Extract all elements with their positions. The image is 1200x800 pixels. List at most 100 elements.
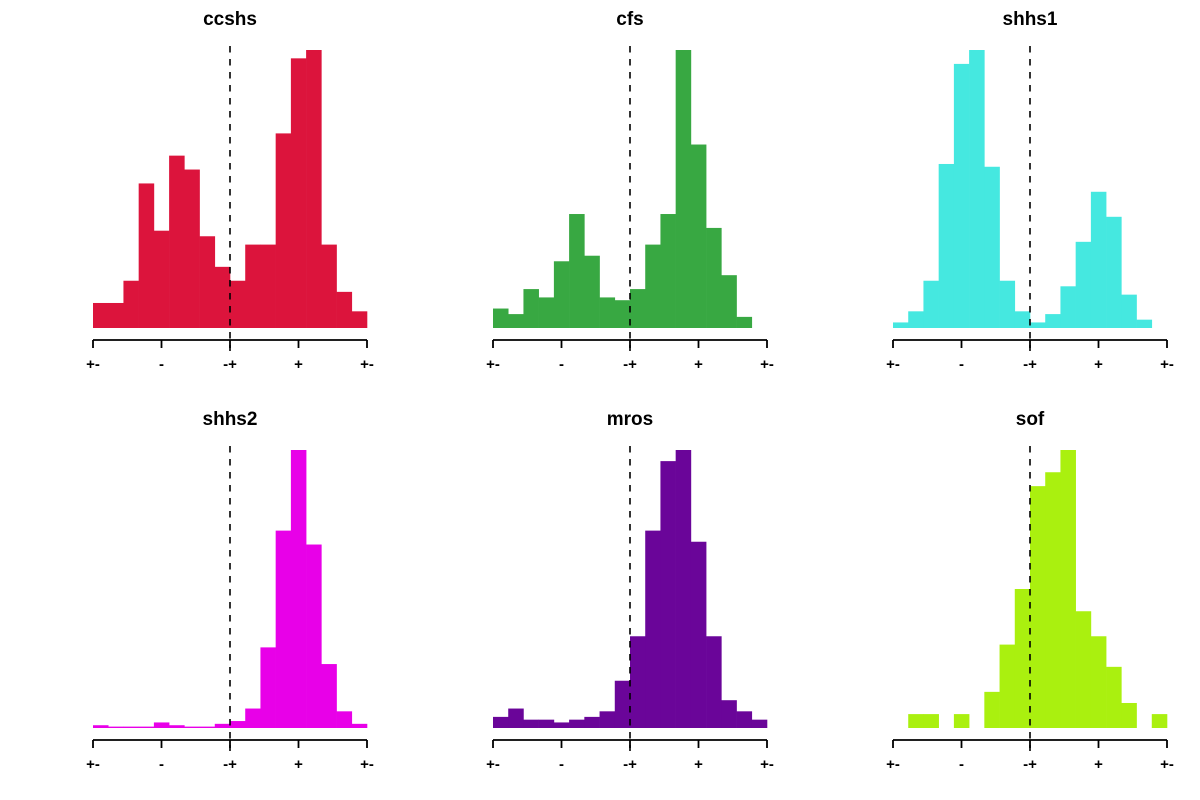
x-tick-label: - [159,756,164,773]
histogram-bar [690,144,707,328]
histogram-bar [645,244,661,328]
histogram-bar [184,726,200,728]
x-tick-label: +- [486,756,500,773]
histogram-bar [690,541,707,728]
histogram-bar [230,721,246,728]
histogram-bar [245,244,261,328]
histogram-bar [1121,294,1137,328]
histogram-bar [493,308,509,328]
panel-shhs1: shhs1 +- - -+ + +- [800,0,1200,400]
histogram-bar [938,163,955,328]
histogram-bar [630,289,646,328]
histogram-bar [969,50,985,328]
histogram-bar [1045,314,1061,328]
x-tick-label: +- [86,756,100,773]
histogram-bar [1045,472,1061,728]
histogram-bar [1090,191,1107,328]
panel-title: mros [607,409,653,430]
histogram-bar [675,50,692,328]
x-tick-label: + [694,756,703,773]
x-tick-label: - [959,756,964,773]
histogram-bar [199,726,216,728]
histogram-bar [508,708,524,728]
histogram-bar [275,133,292,328]
x-tick-label: -+ [1023,356,1037,373]
histogram-bar [660,214,676,328]
histogram-bar [721,275,737,328]
histogram-bar [1090,636,1107,728]
histogram-bar [214,723,231,728]
x-tick-label: +- [1160,756,1174,773]
x-tick-label: - [559,356,564,373]
histogram-shhs1: shhs1 +- - -+ + +- [886,9,1174,373]
histogram-bar [908,311,924,328]
histogram-bar [984,166,1000,328]
histogram-bar [493,716,509,728]
histogram-bar [93,725,109,728]
histogram-bar [290,450,307,728]
histogram-bar [660,461,676,728]
x-tick-label: +- [1160,356,1174,373]
histogram-bar [630,636,646,728]
panel-title: ccshs [203,9,257,30]
histogram-bar [321,244,337,328]
histogram-bar [199,236,216,328]
histogram-bar [736,711,753,728]
histogram-bar [1014,589,1031,728]
histogram-bar [306,544,322,728]
histogram-bar [999,280,1016,328]
histogram-bar [260,647,276,728]
histogram-mros: mros +- - -+ + +- [486,409,774,773]
histogram-bar [245,708,261,728]
histogram-bar [706,636,722,728]
histogram-bar [351,723,368,728]
x-tick-label: - [159,356,164,373]
histogram-bar [108,302,124,328]
histogram-bar [1121,702,1137,728]
histogram-bar [153,722,170,728]
panel-sof: sof +- - -+ + +- [800,400,1200,800]
x-tick-label: -+ [223,356,237,373]
histogram-bar [893,322,909,328]
x-tick-label: - [959,356,964,373]
x-tick-label: + [294,356,303,373]
histogram-bar [953,63,970,329]
x-tick-label: -+ [623,756,637,773]
histogram-bar [1060,450,1076,728]
histogram-bar [645,530,661,728]
histogram-bar [169,725,185,728]
x-tick-label: +- [886,756,900,773]
x-tick-label: +- [886,356,900,373]
histogram-bar [153,230,170,328]
histogram-bar [260,244,276,328]
histogram-bar [569,214,585,328]
histogram-bar [321,664,337,728]
histogram-bar [614,300,631,328]
histogram-bar [675,450,692,728]
histogram-bar [908,714,924,728]
histogram-bar [138,183,155,328]
histogram-bar [1075,611,1092,728]
histogram-bar [1136,319,1153,328]
histogram-bar [93,302,109,328]
histogram-shhs2: shhs2 +- - -+ + +- [86,409,374,773]
histogram-bar [1151,714,1168,728]
x-tick-label: -+ [1023,756,1037,773]
histogram-bar [1075,241,1092,328]
x-tick-label: - [559,756,564,773]
histogram-bar [736,316,753,328]
panel-ccshs: ccshs +- - -+ + +- [0,0,400,400]
histogram-bar [1060,286,1076,328]
x-tick-label: + [1094,356,1103,373]
histogram-bar [538,297,555,328]
histogram-bar [230,280,246,328]
histogram-bar [1106,666,1122,728]
x-tick-label: +- [760,356,774,373]
histogram-bar [923,714,939,728]
histogram-bar [336,291,353,328]
histogram-bar [123,726,139,728]
x-tick-label: + [294,756,303,773]
histogram-bar [351,311,368,328]
histogram-bar [999,644,1016,728]
